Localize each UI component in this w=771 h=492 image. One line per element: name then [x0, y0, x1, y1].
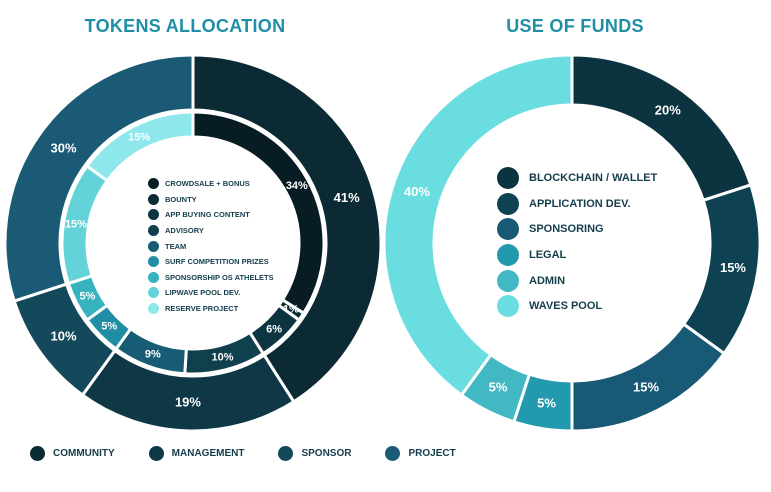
legend-label: SPONSORSHIP OS ATHELETS [165, 272, 274, 282]
tokens-legend-item: RESERVE PROJECT [148, 301, 274, 317]
funds-label-4: 5% [489, 380, 508, 395]
legend-swatch [497, 269, 519, 292]
legend-label: ADVISORY [165, 226, 204, 236]
tokens-inner-slice-8 [84, 110, 195, 183]
tokens-legend-item: APP BUYING CONTENT [148, 207, 274, 223]
funds-legend-item: APPLICATION DEV. [497, 191, 657, 217]
tokens-legend-item: BOUNTY [148, 192, 274, 208]
funds-label-0: 20% [655, 103, 681, 118]
tokens-outer-slice-3 [3, 53, 195, 303]
legend-label: RESERVE PROJECT [165, 304, 239, 314]
legend-label: PROJECT [408, 448, 456, 459]
outer-legend-item: SPONSOR [278, 446, 351, 461]
legend-swatch [497, 243, 519, 266]
legend-swatch [497, 166, 519, 189]
funds-legend-item: WAVES POOL [497, 293, 657, 319]
legend-swatch [497, 295, 519, 318]
tokens-inner-label-8: 15% [128, 131, 150, 143]
legend-label: WAVES POOL [529, 300, 603, 313]
tokens-outer-slice-0 [191, 53, 383, 404]
legend-swatch [148, 271, 159, 283]
funds-legend-item: SPONSORING [497, 216, 657, 242]
legend-swatch [278, 446, 294, 461]
legend-swatch [497, 218, 519, 241]
legend-label: LIPWAVE POOL DEV. [165, 288, 241, 298]
tokens-allocation-title: TOKENS ALLOCATION [84, 16, 286, 36]
funds-legend-item: BLOCKCHAIN / WALLET [497, 165, 657, 191]
tokens-legend-item: SPONSORSHIP OS ATHELETS [148, 270, 274, 286]
use-of-funds-legend: BLOCKCHAIN / WALLET APPLICATION DEV. SPONS… [497, 165, 657, 319]
tokens-legend-item: ADVISORY [148, 223, 274, 239]
outer-legend-item: PROJECT [385, 446, 456, 461]
tokens-outer-label-1: 19% [175, 394, 201, 409]
tokens-outer-label-2: 10% [51, 328, 77, 343]
legend-swatch [148, 209, 159, 221]
funds-slice-5 [382, 53, 574, 398]
tokens-legend-item: TEAM [148, 238, 274, 254]
tokens-inner-label-7: 15% [65, 218, 87, 230]
outer-legend-item: COMMUNITY [30, 446, 115, 461]
use-of-funds-title: USE OF FUNDS [506, 16, 644, 36]
legend-label: SPONSOR [301, 448, 352, 459]
legend-swatch [385, 446, 401, 461]
legend-label: APPLICATION DEV. [529, 197, 631, 210]
legend-label: COMMUNITY [53, 448, 115, 459]
funds-label-2: 15% [633, 380, 659, 395]
funds-label-5: 40% [404, 184, 430, 199]
legend-swatch [148, 178, 159, 190]
legend-swatch [148, 287, 159, 299]
tokens-inner-label-6: 5% [79, 291, 95, 303]
legend-swatch [148, 303, 159, 315]
legend-swatch [148, 240, 159, 252]
legend-label: TEAM [165, 241, 187, 251]
legend-label: SURF COMPETITION PRIZES [165, 257, 269, 267]
funds-slice-2 [570, 322, 727, 433]
tokens-inner-label-4: 9% [145, 348, 161, 360]
legend-swatch [148, 225, 159, 237]
legend-swatch [148, 193, 159, 205]
tokens-inner-label-0: 34% [286, 180, 308, 192]
tokens-legend-item: LIPWAVE POOL DEV. [148, 285, 274, 301]
tokens-outer-label-3: 30% [51, 140, 77, 155]
tokens-inner-label-3: 10% [211, 352, 233, 364]
funds-label-3: 5% [537, 395, 556, 410]
legend-swatch [148, 446, 164, 461]
legend-label: BOUNTY [165, 194, 197, 204]
legend-label: APP BUYING CONTENT [165, 210, 250, 220]
tokens-legend-item: SURF COMPETITION PRIZES [148, 254, 274, 270]
tokens-inner-label-5: 5% [101, 321, 117, 333]
legend-label: BLOCKCHAIN / WALLET [529, 171, 658, 184]
tokens-outer-label-0: 41% [334, 190, 360, 205]
legend-swatch [497, 192, 519, 215]
legend-swatch [148, 256, 159, 268]
legend-label: SPONSORING [529, 223, 604, 236]
tokens-inner-label-2: 6% [266, 323, 282, 335]
funds-legend-item: LEGAL [497, 242, 657, 268]
tokens-outer-legend: COMMUNITY MANAGEMENT SPONSOR PROJECT [30, 446, 456, 461]
legend-swatch [30, 446, 45, 461]
tokens-inner-legend: CROWDSALE + BONUS BOUNTY APP BUYING CONTEN… [148, 176, 274, 316]
funds-label-1: 15% [720, 260, 746, 275]
outer-legend-item: MANAGEMENT [148, 446, 245, 461]
legend-label: LEGAL [529, 248, 567, 261]
legend-label: MANAGEMENT [171, 448, 245, 459]
legend-label: ADMIN [529, 274, 566, 287]
tokens-legend-item: CROWDSALE + BONUS [148, 176, 274, 192]
funds-legend-item: ADMIN [497, 268, 657, 294]
legend-label: CROWDSALE + BONUS [165, 179, 250, 189]
